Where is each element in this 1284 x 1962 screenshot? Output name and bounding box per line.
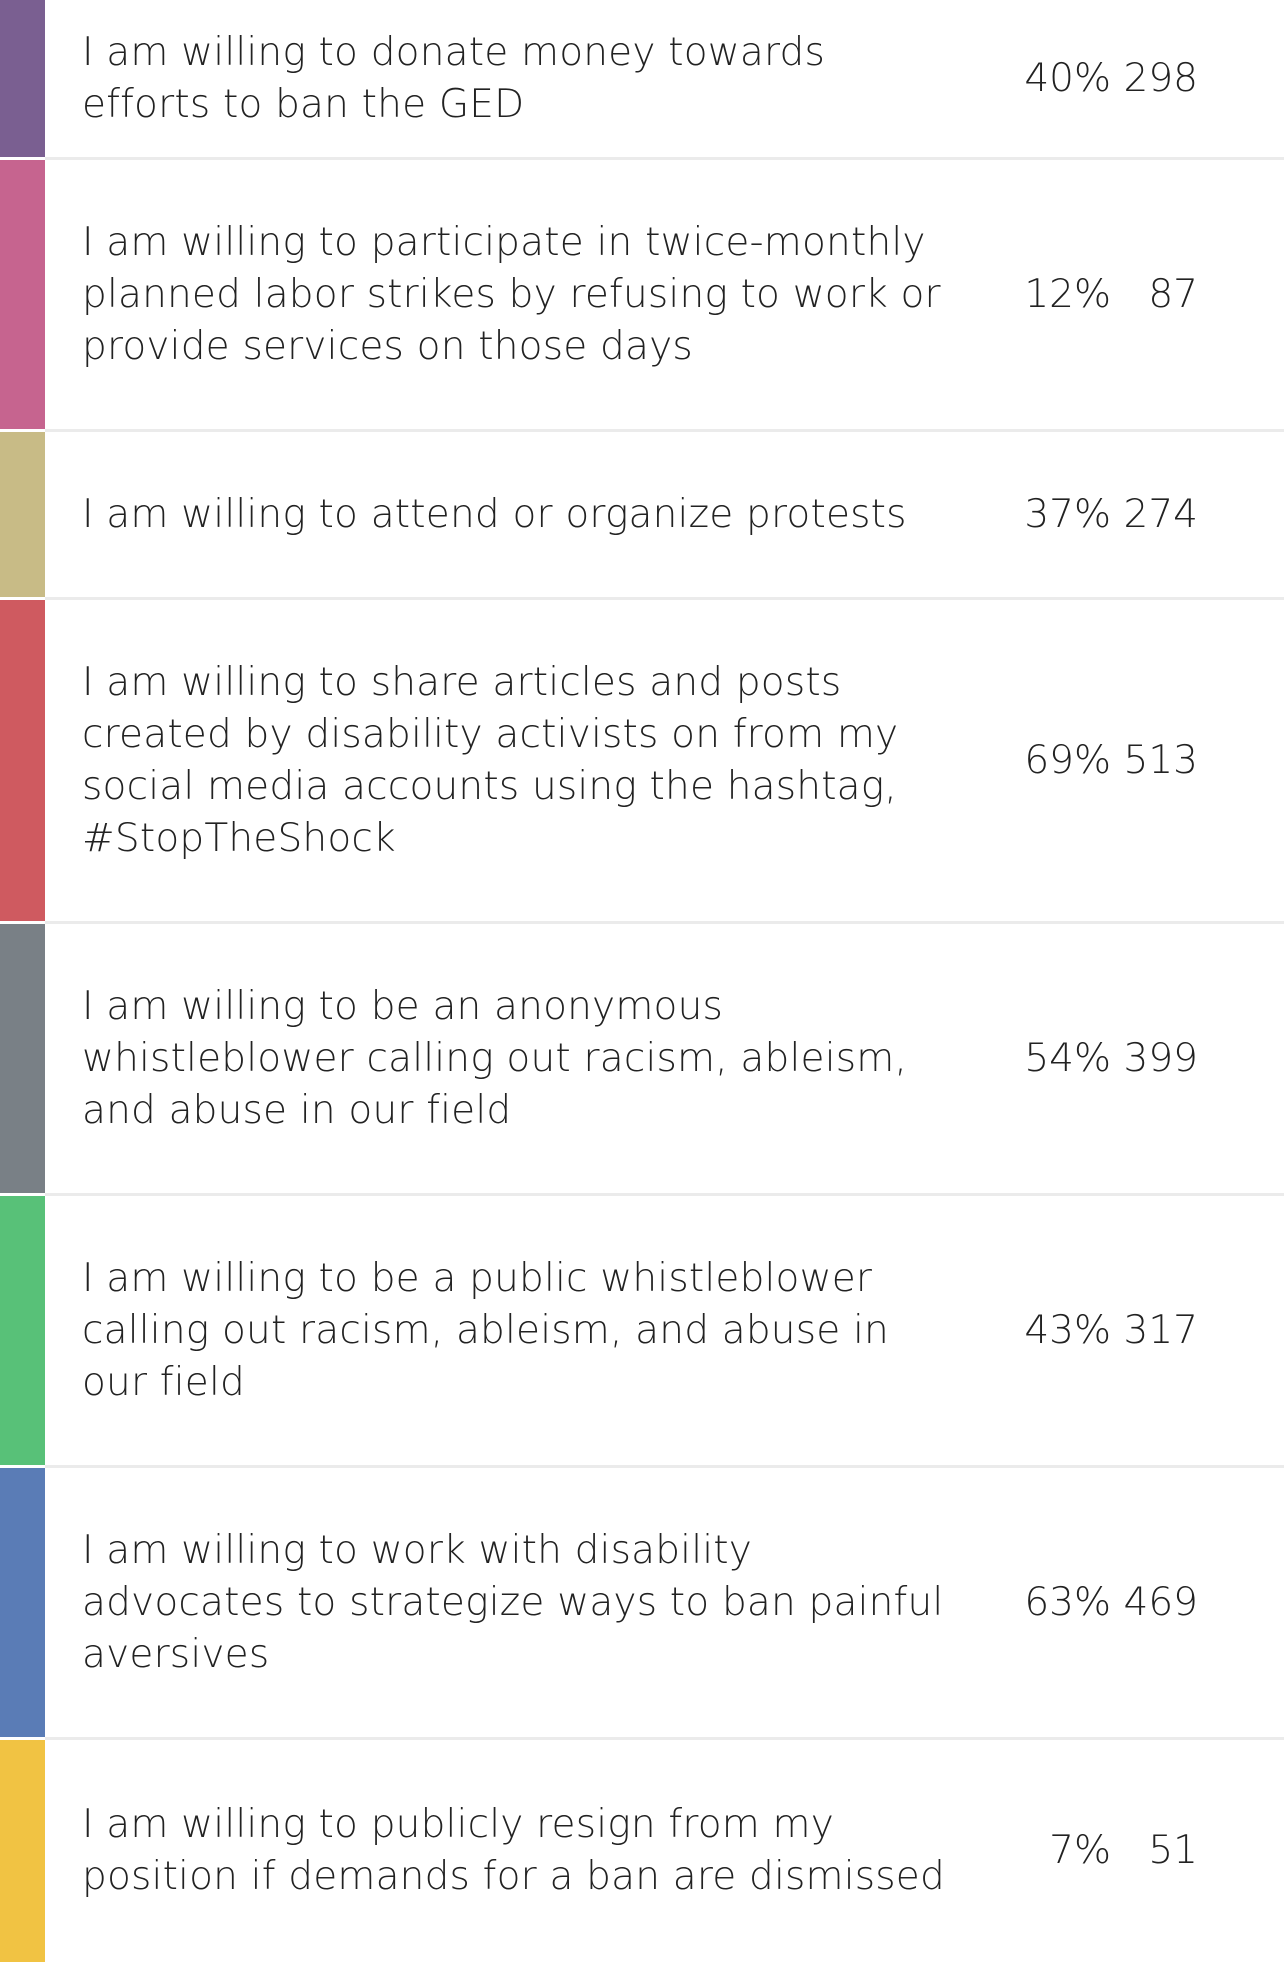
row-count: 274 bbox=[1123, 491, 1198, 537]
row-color-swatch bbox=[0, 1468, 45, 1737]
row-answer-label: I am willing to be a public whistleblowe… bbox=[82, 1255, 889, 1405]
table-row: I am willing to publicly resign from my … bbox=[0, 1740, 1284, 1962]
row-percent: 7% bbox=[1049, 1828, 1111, 1873]
row-color-swatch bbox=[0, 1196, 45, 1465]
row-percent: 69% bbox=[1024, 737, 1111, 783]
row-percent: 54% bbox=[1024, 1035, 1111, 1081]
row-color-swatch bbox=[0, 160, 45, 429]
table-row: I am willing to attend or organize prote… bbox=[0, 432, 1284, 597]
row-percent: 43% bbox=[1024, 1307, 1111, 1353]
row-count: 317 bbox=[1123, 1307, 1198, 1353]
row-color-swatch bbox=[0, 0, 45, 157]
row-answer-label: I am willing to publicly resign from my … bbox=[82, 1802, 945, 1899]
table-row: I am willing to be a public whistleblowe… bbox=[0, 1196, 1284, 1465]
row-color-swatch bbox=[0, 432, 45, 597]
row-color-swatch bbox=[0, 600, 45, 921]
row-answer-label: I am willing to donate money towards eff… bbox=[82, 29, 826, 127]
row-percent: 63% bbox=[1024, 1579, 1111, 1625]
row-divider bbox=[45, 1193, 1284, 1196]
table-row: I am willing to donate money towards eff… bbox=[0, 0, 1284, 157]
row-divider bbox=[45, 429, 1284, 432]
row-divider bbox=[45, 597, 1284, 600]
row-color-swatch bbox=[0, 1740, 45, 1962]
row-answer-label: I am willing to participate in twice-mon… bbox=[82, 219, 941, 369]
row-answer-label: I am willing to be an anonymous whistleb… bbox=[82, 983, 908, 1133]
row-count: 469 bbox=[1123, 1579, 1198, 1625]
table-row: I am willing to be an anonymous whistleb… bbox=[0, 924, 1284, 1193]
row-percent: 12% bbox=[1024, 271, 1111, 317]
row-divider bbox=[45, 1737, 1284, 1740]
row-count: 513 bbox=[1123, 737, 1198, 783]
row-percent: 40% bbox=[1024, 55, 1111, 101]
table-row: I am willing to participate in twice-mon… bbox=[0, 160, 1284, 429]
row-count: 298 bbox=[1123, 55, 1198, 101]
row-color-swatch bbox=[0, 924, 45, 1193]
row-answer-label: I am willing to work with disability adv… bbox=[82, 1527, 944, 1677]
table-row: I am willing to work with disability adv… bbox=[0, 1468, 1284, 1737]
table-row: I am willing to share articles and posts… bbox=[0, 600, 1284, 921]
row-divider bbox=[45, 1465, 1284, 1468]
row-answer-label: I am willing to attend or organize prote… bbox=[82, 491, 907, 537]
row-divider bbox=[45, 157, 1284, 160]
row-percent: 37% bbox=[1024, 491, 1111, 537]
row-count: 51 bbox=[1148, 1828, 1198, 1873]
row-answer-label: I am willing to share articles and posts… bbox=[82, 659, 899, 861]
row-count: 87 bbox=[1148, 271, 1198, 317]
row-count: 399 bbox=[1123, 1035, 1198, 1081]
row-divider bbox=[45, 921, 1284, 924]
